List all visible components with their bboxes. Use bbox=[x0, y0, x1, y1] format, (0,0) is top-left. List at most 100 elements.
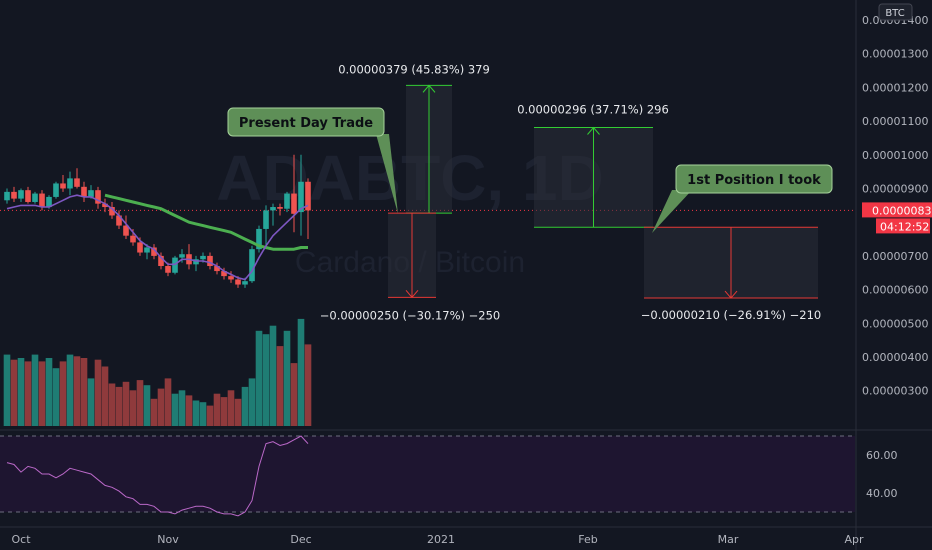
candle-body bbox=[242, 281, 248, 285]
callout-first-position-box bbox=[675, 164, 833, 194]
time-tick-label: Mar bbox=[718, 533, 739, 546]
volume-bar bbox=[52, 368, 60, 426]
price-tick-label: 0.00001300 bbox=[862, 48, 928, 61]
rsi-tick-label: 40.00 bbox=[866, 487, 898, 500]
volume-bar bbox=[87, 378, 95, 426]
volume-bar bbox=[241, 386, 249, 426]
candle-body bbox=[298, 181, 304, 213]
measure-label-first-short-stop: −0.00000210 (−26.91%) −210 bbox=[641, 308, 822, 322]
callout-first-position-pointer bbox=[652, 190, 692, 233]
price-tick-label: 0.00000700 bbox=[862, 250, 928, 263]
candle-body bbox=[116, 215, 122, 226]
volume-bar bbox=[24, 361, 32, 426]
candle-body bbox=[200, 255, 206, 260]
volume-bar bbox=[297, 318, 305, 426]
volume-bar bbox=[269, 325, 277, 426]
callout-present-day-trade-pointer bbox=[376, 134, 398, 214]
volume-bars bbox=[3, 318, 312, 426]
volume-bar bbox=[220, 397, 228, 426]
candle-body bbox=[109, 207, 115, 216]
callout-present-day-trade-box bbox=[227, 107, 385, 137]
price-tick-label: 0.00000900 bbox=[862, 183, 928, 196]
volume-bar bbox=[10, 359, 18, 426]
volume-bar bbox=[290, 363, 298, 426]
volume-bar bbox=[38, 361, 46, 426]
candle-body bbox=[151, 247, 157, 256]
volume-bar bbox=[178, 390, 186, 426]
candle-body bbox=[32, 193, 38, 202]
rsi-axis[interactable]: 60.00 40.00 bbox=[866, 449, 898, 500]
volume-bar bbox=[73, 356, 81, 426]
volume-bar bbox=[101, 366, 109, 426]
candle-body bbox=[228, 276, 234, 280]
price-tick-label: 0.00000300 bbox=[862, 385, 928, 398]
callout-first-position[interactable]: 1st Position I took bbox=[652, 164, 833, 233]
last-price-label: 0.00000835 04:12:52 bbox=[862, 202, 932, 234]
volume-bar bbox=[199, 402, 207, 426]
countdown-box bbox=[876, 218, 930, 234]
volume-bar bbox=[262, 334, 270, 426]
measure-label-present-long-target: 0.00000379 (45.83%) 379 bbox=[338, 62, 490, 76]
candle-body bbox=[25, 190, 31, 202]
candle-body bbox=[130, 235, 136, 243]
time-tick-label: Apr bbox=[844, 533, 864, 546]
callout-first-position-text: 1st Position I took bbox=[687, 173, 821, 188]
volume-bar bbox=[80, 358, 88, 426]
volume-bar bbox=[255, 330, 263, 426]
candle-body bbox=[270, 207, 276, 211]
candle-body bbox=[81, 186, 87, 197]
candle-body bbox=[235, 279, 241, 285]
candle-body bbox=[305, 181, 311, 211]
measure-label-present-short-stop: −0.00000250 (−30.17%) −250 bbox=[320, 308, 501, 322]
time-tick-label: 2021 bbox=[427, 533, 455, 546]
volume-bar bbox=[150, 398, 158, 426]
candle-body bbox=[165, 266, 171, 273]
price-tick-label: 0.00001000 bbox=[862, 149, 928, 162]
price-tick-label: 0.00000500 bbox=[862, 317, 928, 330]
volume-bar bbox=[66, 354, 74, 426]
rsi-indicator bbox=[6, 435, 309, 517]
candle-body bbox=[256, 228, 262, 250]
price-tick-label: 0.00000400 bbox=[862, 351, 928, 364]
volume-bar bbox=[17, 358, 25, 426]
volume-bar bbox=[185, 395, 193, 426]
measure-arrow-head bbox=[405, 290, 419, 299]
measurements: 0.00000379 (45.83%) 379 −0.00000250 (−30.… bbox=[320, 62, 822, 322]
price-tick-label: 0.00001200 bbox=[862, 81, 928, 94]
candle-body bbox=[221, 271, 227, 277]
candle-body bbox=[214, 266, 220, 272]
candle-body bbox=[179, 254, 185, 258]
volume-bar bbox=[192, 400, 200, 426]
time-tick-label: Dec bbox=[290, 533, 311, 546]
volume-bar bbox=[45, 358, 53, 426]
candle-body bbox=[95, 190, 101, 204]
volume-bar bbox=[136, 380, 144, 426]
candle-body bbox=[158, 255, 164, 267]
currency-badge[interactable]: BTC bbox=[878, 3, 913, 21]
candle-body bbox=[88, 190, 94, 197]
candle-body bbox=[39, 193, 45, 208]
candle-body bbox=[137, 242, 143, 253]
ma-short-line bbox=[6, 194, 309, 281]
candle-body bbox=[249, 249, 255, 282]
volume-bar bbox=[276, 346, 284, 426]
callout-present-day-trade-text: Present Day Trade bbox=[239, 116, 373, 131]
volume-bar bbox=[234, 398, 242, 426]
callout-present-day-trade[interactable]: Present Day Trade bbox=[227, 107, 398, 214]
candle-body bbox=[74, 178, 80, 187]
candle-body bbox=[284, 193, 290, 209]
measure-label-first-long-target: 0.00000296 (37.71%) 296 bbox=[517, 103, 669, 117]
candle-body bbox=[207, 255, 213, 267]
candles bbox=[4, 154, 311, 288]
volume-bar bbox=[164, 378, 172, 426]
time-axis[interactable]: Oct Nov Dec 2021 Feb Mar Apr bbox=[11, 533, 864, 546]
ma-long-line bbox=[104, 193, 308, 251]
last-price-value: 0.00000835 bbox=[872, 204, 932, 217]
volume-bar bbox=[304, 344, 312, 426]
measure-arrow-head bbox=[724, 290, 738, 299]
volume-bar bbox=[59, 361, 67, 426]
price-axis[interactable]: 0.000014000.000013000.000012000.00001100… bbox=[862, 14, 928, 398]
rsi-line bbox=[6, 435, 309, 517]
